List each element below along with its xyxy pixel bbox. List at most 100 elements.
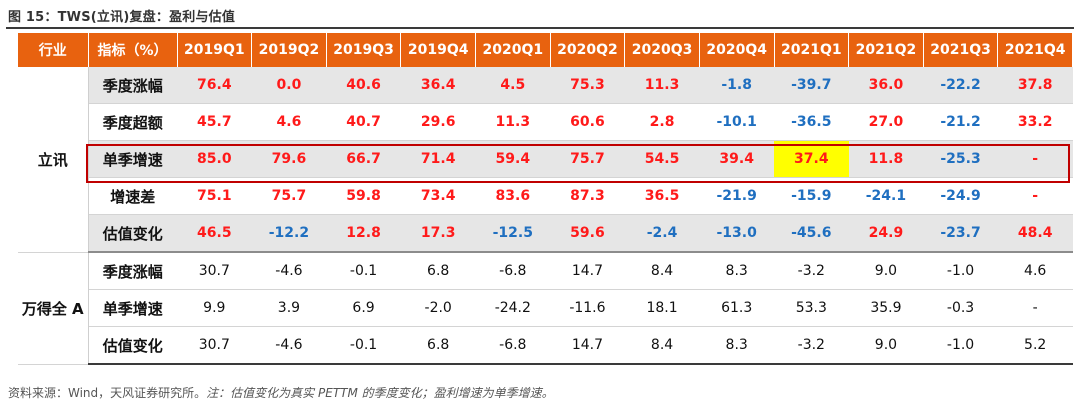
- header-quarter: 2020Q3: [624, 33, 700, 67]
- value-cell: 3.9: [251, 289, 327, 327]
- value-cell: 40.6: [326, 67, 401, 104]
- value-cell: 59.4: [475, 140, 551, 178]
- value-cell: -12.2: [251, 214, 327, 253]
- value-cell: 35.9: [848, 289, 924, 327]
- value-cell: 4.5: [475, 67, 551, 104]
- value-cell: 76.4: [177, 67, 252, 104]
- value-cell: 59.8: [326, 177, 401, 215]
- value-cell: -1.0: [923, 326, 998, 365]
- value-cell: -: [997, 177, 1073, 215]
- value-cell: 12.8: [326, 214, 401, 253]
- value-cell: 4.6: [997, 252, 1073, 290]
- value-cell: 75.1: [177, 177, 252, 215]
- table-row: 立讯 季度涨幅 76.4 0.0 40.6 36.4 4.5 75.3 11.3 -1.8 -39.…: [18, 67, 1073, 253]
- value-cell: -1.0: [923, 252, 998, 290]
- source-note: 资料来源：Wind，天风证券研究所。注：估值变化为真实 PETTM 的季度变化；…: [8, 384, 554, 401]
- value-cell: 9.0: [848, 252, 924, 290]
- value-cell: 11.3: [475, 103, 551, 141]
- header-quarter: 2019Q2: [251, 33, 327, 67]
- value-cell: 54.5: [624, 140, 700, 178]
- value-cell: -4.6: [251, 326, 327, 365]
- value-cell: 14.7: [550, 326, 625, 365]
- value-cell: 75.7: [550, 140, 625, 178]
- value-cell: 75.3: [550, 67, 625, 104]
- value-cell: 6.8: [400, 252, 476, 290]
- value-cell: -22.2: [923, 67, 998, 104]
- value-cell: 36.0: [848, 67, 924, 104]
- value-cell: 71.4: [400, 140, 476, 178]
- value-cell: -25.3: [923, 140, 998, 178]
- value-cell: -2.4: [624, 214, 700, 253]
- header-quarter: 2019Q1: [177, 33, 253, 67]
- group-label: 万得全 A: [18, 252, 89, 365]
- header-quarter: 2021Q1: [774, 33, 850, 67]
- table-row: 估值变化 46.5 -12.2 12.8 17.3 -12.5 59.6 -2.4 -13.0-…: [18, 214, 1073, 253]
- value-cell: -45.6: [774, 214, 849, 253]
- value-cell: -6.8: [475, 252, 551, 290]
- value-cell: 0.0: [251, 67, 327, 104]
- value-cell: 14.7: [550, 252, 625, 290]
- value-cell: 8.3: [699, 252, 774, 290]
- value-cell: 75.7: [251, 177, 327, 215]
- value-cell: -15.9: [774, 177, 849, 215]
- value-cell: -11.6: [550, 289, 625, 327]
- value-cell: 18.1: [624, 289, 700, 327]
- value-cell: 27.0: [848, 103, 924, 141]
- value-cell: 8.3: [699, 326, 774, 365]
- header-quarter: 2020Q1: [475, 33, 551, 67]
- value-cell: 11.3: [624, 67, 700, 104]
- value-cell: -: [997, 289, 1073, 327]
- header-quarter: 2021Q2: [848, 33, 924, 67]
- value-cell: -23.7: [923, 214, 998, 253]
- value-cell: -0.1: [326, 326, 401, 365]
- value-cell: -13.0: [699, 214, 774, 253]
- header-quarter: 2021Q4: [997, 33, 1073, 67]
- value-cell: 30.7: [177, 326, 252, 365]
- group-label: 立讯: [18, 67, 89, 253]
- value-cell: 85.0: [177, 140, 252, 178]
- value-cell: 40.7: [326, 103, 401, 141]
- value-cell: 24.9: [848, 214, 924, 253]
- row-label: 单季增速: [88, 289, 177, 327]
- value-cell: -36.5: [774, 103, 849, 141]
- table-row: 单季增速 85.0 79.6 66.7 71.4 59.4 75.7 54.5 39.4 37.4…: [18, 140, 1073, 178]
- table-row: 增速差 75.1 75.7 59.8 73.4 83.6 87.3 36.5 -21.9 -15.…: [18, 177, 1073, 215]
- value-cell: 59.6: [550, 214, 625, 253]
- value-cell: -0.1: [326, 252, 401, 290]
- value-cell: -10.1: [699, 103, 774, 141]
- value-cell: 5.2: [997, 326, 1073, 365]
- value-cell: 33.2: [997, 103, 1073, 141]
- source-text: 资料来源：Wind，天风证券研究所。: [8, 386, 207, 400]
- row-label: 估值变化: [88, 326, 177, 365]
- value-cell: 36.4: [400, 67, 476, 104]
- value-cell: 48.4: [997, 214, 1073, 253]
- value-cell: 83.6: [475, 177, 551, 215]
- value-cell: -3.2: [774, 252, 849, 290]
- source-annotation: 注：估值变化为真实 PETTM 的季度变化；盈利增速为单季增速。: [206, 386, 554, 400]
- table-row: 万得全 A 季度涨幅 30.7 -4.6 -0.1 6.8 -6.8 14.7 8.4 8.3 -3…: [18, 252, 1073, 365]
- value-cell: -3.2: [774, 326, 849, 365]
- value-cell: 11.8: [848, 140, 924, 178]
- value-cell: -24.9: [923, 177, 998, 215]
- value-cell: 37.4: [774, 140, 849, 178]
- data-table: 行业 指标（%） 2019Q1 2019Q2 2019Q3 2019Q4 2020Q1 202…: [18, 33, 1073, 365]
- header-industry: 行业: [18, 33, 89, 67]
- value-cell: 45.7: [177, 103, 252, 141]
- row-label: 季度涨幅: [88, 252, 177, 290]
- value-cell: -21.2: [923, 103, 998, 141]
- value-cell: -4.6: [251, 252, 327, 290]
- header-quarter: 2019Q4: [400, 33, 476, 67]
- value-cell: 9.0: [848, 326, 924, 365]
- value-cell: -12.5: [475, 214, 551, 253]
- title-rule: [6, 27, 1074, 29]
- value-cell: 73.4: [400, 177, 476, 215]
- header-quarter: 2021Q3: [923, 33, 999, 67]
- value-cell: -: [997, 140, 1073, 178]
- value-cell: 66.7: [326, 140, 401, 178]
- row-label: 估值变化: [88, 214, 177, 253]
- value-cell: -39.7: [774, 67, 849, 104]
- row-label: 单季增速: [88, 140, 177, 178]
- value-cell: 46.5: [177, 214, 252, 253]
- value-cell: 4.6: [251, 103, 327, 141]
- table-row: 估值变化 30.7 -4.6 -0.1 6.8 -6.8 14.7 8.4 8.3 -3.2 9.0…: [18, 326, 1073, 365]
